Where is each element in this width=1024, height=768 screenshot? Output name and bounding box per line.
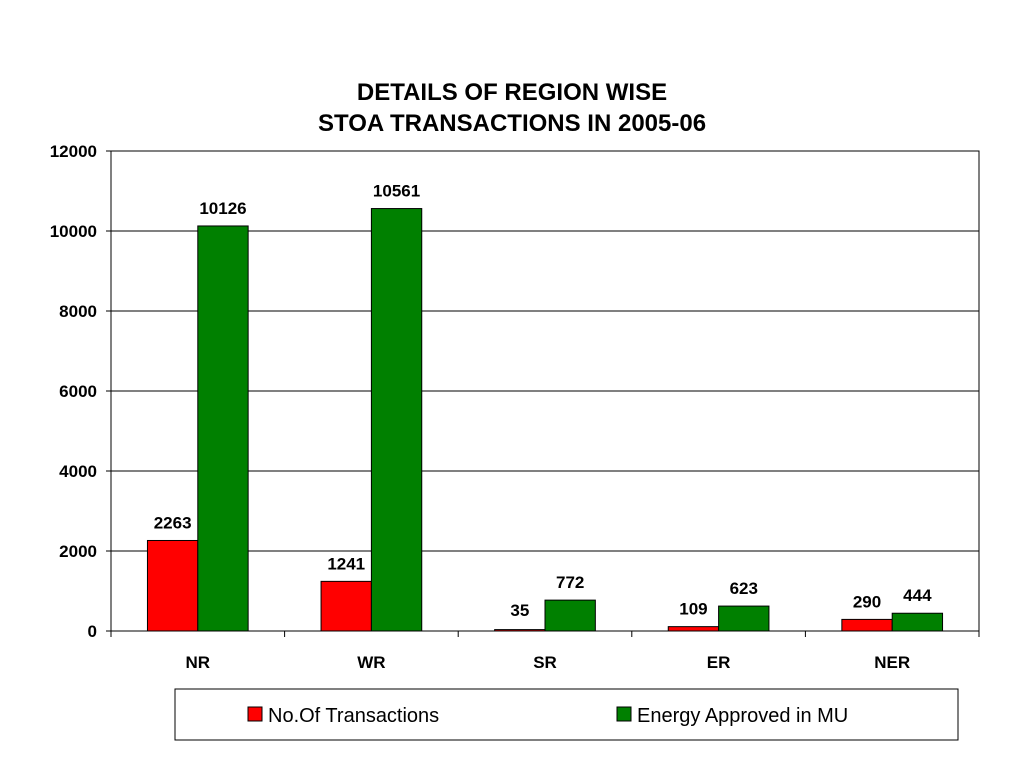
legend-label-transactions: No.Of Transactions bbox=[268, 705, 439, 727]
y-tick-label: 10000 bbox=[50, 222, 97, 241]
x-tick-label: NR bbox=[186, 653, 211, 672]
data-label: 623 bbox=[730, 579, 758, 598]
data-label: 35 bbox=[510, 601, 529, 620]
chart-title-line-2: STOA TRANSACTIONS IN 2005-06 bbox=[318, 110, 706, 137]
chart-title-line-1: DETAILS OF REGION WISE bbox=[357, 79, 667, 106]
bar bbox=[494, 629, 546, 632]
y-tick-label: 8000 bbox=[59, 302, 97, 321]
legend-label-energy: Energy Approved in MU bbox=[637, 705, 848, 727]
legend-swatch-transactions bbox=[247, 706, 263, 722]
data-label: 10561 bbox=[373, 182, 420, 201]
bar bbox=[667, 626, 720, 632]
bar bbox=[197, 225, 249, 632]
axes: 0 2000 4000 6000 8000 10000 12000 NR WR SR ER NER bbox=[50, 142, 980, 672]
bar bbox=[841, 618, 893, 632]
data-labels: 2263 1241 35 109 290 10126 10561 772 623 444 bbox=[154, 182, 932, 620]
legend: No.Of Transactions Energy Approved in MU bbox=[174, 688, 959, 741]
gridlines bbox=[111, 230, 979, 552]
x-tick-label: ER bbox=[707, 653, 731, 672]
bar bbox=[718, 605, 770, 632]
bar bbox=[544, 599, 596, 632]
bar bbox=[370, 208, 423, 632]
y-tick-label: 6000 bbox=[59, 382, 97, 401]
x-tick-label: NER bbox=[874, 653, 910, 672]
x-tick-label: SR bbox=[533, 653, 557, 672]
bar bbox=[320, 580, 372, 632]
data-label: 444 bbox=[903, 586, 932, 605]
y-tick-label: 2000 bbox=[59, 542, 97, 561]
y-tick-label: 0 bbox=[88, 622, 97, 641]
data-label: 772 bbox=[556, 573, 584, 592]
data-label: 2263 bbox=[154, 513, 192, 532]
bars bbox=[146, 208, 944, 632]
y-tick-label: 4000 bbox=[59, 462, 97, 481]
y-tick-label: 12000 bbox=[50, 142, 97, 161]
data-label: 290 bbox=[853, 592, 881, 611]
data-label: 109 bbox=[679, 600, 707, 619]
data-label: 1241 bbox=[327, 554, 365, 573]
bar bbox=[891, 612, 944, 632]
bar bbox=[146, 539, 199, 632]
x-tick-label: WR bbox=[357, 653, 385, 672]
legend-box bbox=[174, 688, 959, 741]
data-label: 10126 bbox=[199, 199, 246, 218]
legend-swatch-energy bbox=[616, 706, 632, 722]
